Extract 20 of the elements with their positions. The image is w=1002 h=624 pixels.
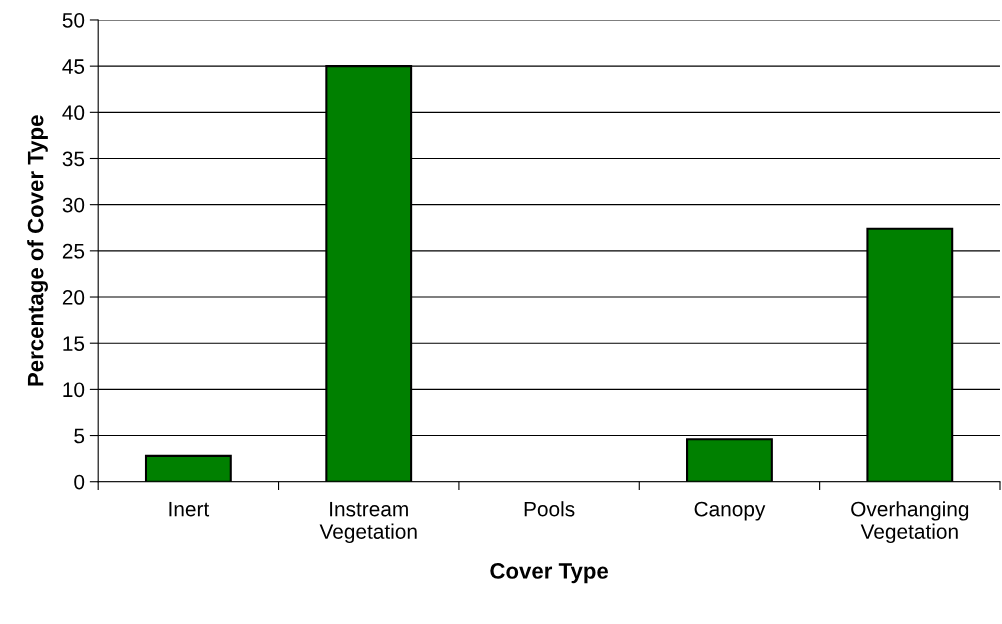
- y-tick-label: 15: [63, 336, 85, 351]
- x-tick-label: Canopy: [694, 501, 766, 521]
- y-tick-label: 10: [63, 382, 85, 398]
- y-tick-label: 0: [74, 474, 85, 490]
- y-tick-label: 40: [62, 105, 85, 121]
- bar: [686, 438, 773, 482]
- x-tick-label: Pools: [524, 501, 575, 517]
- y-tick-label: 45: [62, 59, 85, 74]
- x-tick-label: Overhanging Vegetation: [851, 501, 969, 544]
- x-tick-label: Instream Vegetation: [319, 501, 417, 544]
- y-tick-label: 5: [74, 428, 85, 444]
- bar: [144, 454, 232, 482]
- y-tick-label: 30: [62, 197, 85, 213]
- y-tick-label: 20: [62, 290, 85, 305]
- y-tick-label: 35: [62, 151, 85, 167]
- x-tick-label: Inert: [169, 501, 210, 517]
- y-tick-label: 50: [62, 12, 85, 28]
- y-tick-label: 25: [62, 243, 85, 259]
- x-axis-title: Cover Type: [490, 563, 609, 584]
- y-axis-title: Percentage of Cover Type: [27, 115, 48, 386]
